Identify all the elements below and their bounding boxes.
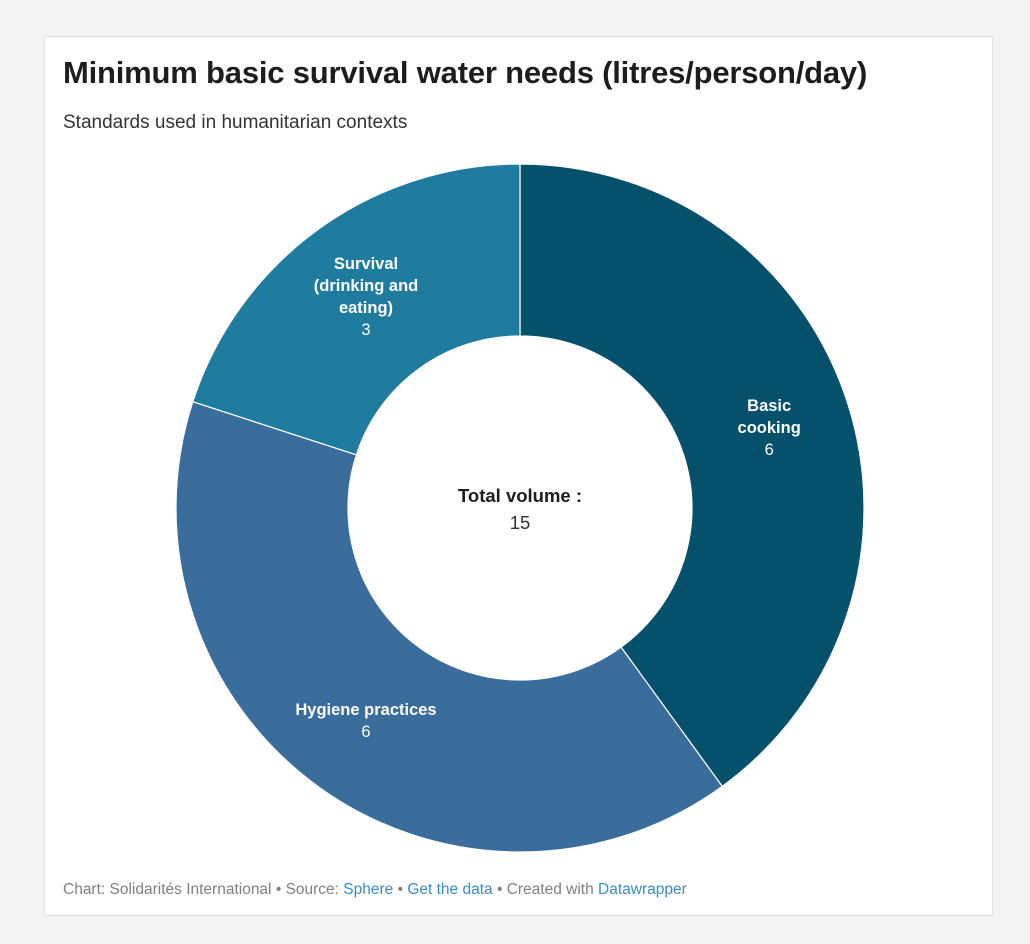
chart-card: Minimum basic survival water needs (litr…	[44, 36, 993, 916]
chart-footer: Chart: Solidarités International • Sourc…	[63, 881, 687, 899]
datawrapper-link[interactable]: Datawrapper	[598, 881, 687, 898]
footer-separator-3: •	[492, 881, 507, 898]
donut-slice-2[interactable]	[192, 163, 521, 456]
footer-created-prefix: Created with	[506, 881, 599, 898]
center-total-label: Total volume :	[458, 485, 582, 506]
center-total-value: 15	[510, 512, 531, 533]
slice-label-line: Survival	[334, 255, 398, 273]
slice-label-1: Hygiene practices 6	[295, 701, 436, 741]
slice-label-0: Basic cooking 6	[738, 397, 801, 459]
slice-label-line: Basic	[747, 397, 791, 415]
slice-label-line: cooking	[738, 419, 801, 437]
donut-slice-0[interactable]	[519, 163, 865, 788]
chart-title: Minimum basic survival water needs (litr…	[63, 55, 868, 90]
footer-credit: Chart: Solidarités International	[63, 881, 272, 898]
chart-subtitle: Standards used in humanitarian contexts	[63, 112, 408, 133]
footer-source-prefix: Source:	[285, 881, 344, 898]
footer-separator-1: •	[271, 881, 286, 898]
footer-separator-2: •	[393, 881, 408, 898]
slice-label-line: eating)	[339, 299, 393, 317]
donut-slice-1[interactable]	[175, 400, 724, 853]
slice-label-line: (drinking and	[314, 277, 419, 295]
slice-value: 6	[361, 723, 370, 741]
source-link[interactable]: Sphere	[343, 881, 394, 898]
slice-label-2: Survival (drinking and eating) 3	[314, 255, 419, 339]
slice-label-line: Hygiene practices	[295, 701, 436, 719]
get-the-data-link[interactable]: Get the data	[407, 881, 493, 898]
slice-value: 6	[765, 441, 774, 459]
donut-chart: Basic cooking 6 Hygiene practices 6 Survival (…	[175, 163, 865, 853]
slice-value: 3	[361, 321, 370, 339]
